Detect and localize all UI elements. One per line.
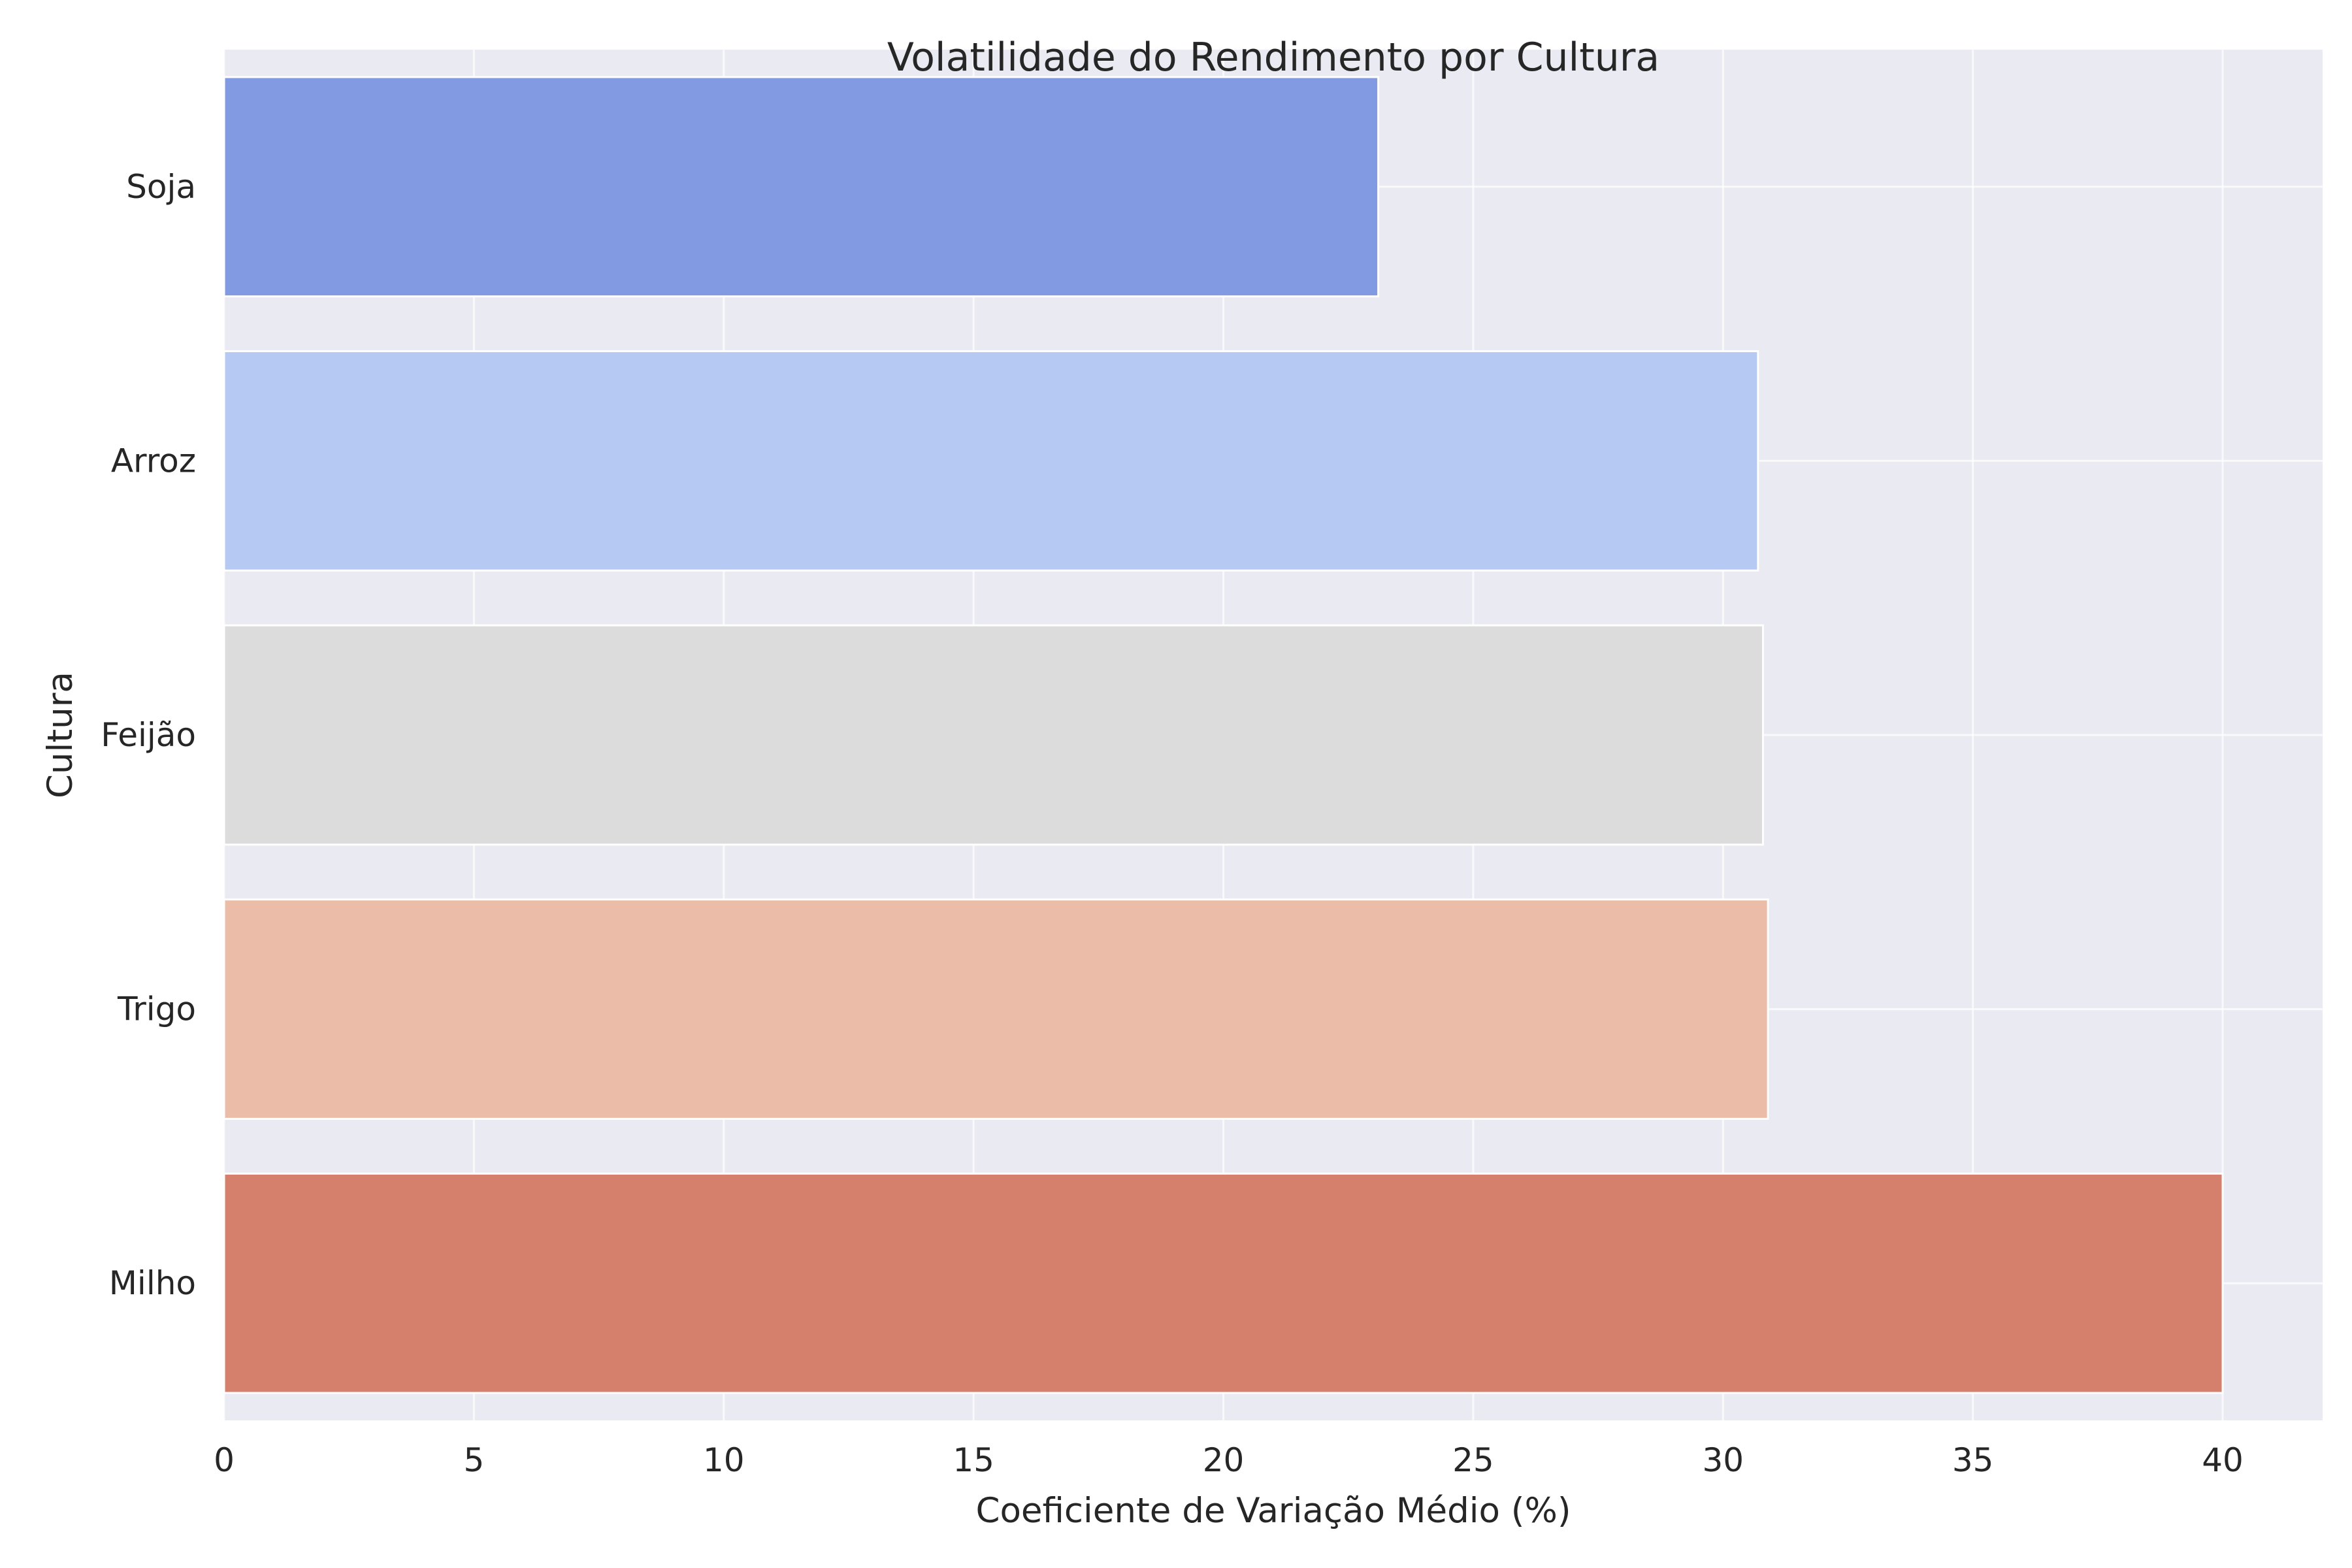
x-tick-labels: 0 5 10 15 20 25 30 35 40 <box>214 1441 2244 1479</box>
bar-milho <box>223 1172 2224 1394</box>
bar-feijao <box>223 624 1764 846</box>
y-tick-labels: Soja Arroz Feijão Trigo Milho <box>101 168 196 1302</box>
y-tick-label: Milho <box>109 1264 196 1302</box>
x-tick-label: 30 <box>1702 1441 1744 1479</box>
y-tick-label: Arroz <box>111 442 196 480</box>
x-tick-label: 15 <box>953 1441 994 1479</box>
bar-soja <box>223 76 1380 298</box>
y-tick-label: Soja <box>126 168 196 206</box>
x-tick-label: 5 <box>463 1441 484 1479</box>
x-tick-label: 40 <box>2202 1441 2244 1479</box>
x-tick-label: 10 <box>703 1441 745 1479</box>
x-tick-label: 25 <box>1452 1441 1494 1479</box>
y-axis-label: Cultura <box>41 672 80 798</box>
x-tick-label: 20 <box>1203 1441 1245 1479</box>
x-axis-label: Coeficiente de Variação Médio (%) <box>975 1491 1571 1531</box>
bars-group <box>223 76 2224 1394</box>
x-tick-label: 35 <box>1952 1441 1994 1479</box>
bar-trigo <box>223 898 1769 1120</box>
chart-title: Volatilidade do Rendimento por Cultura <box>887 35 1659 80</box>
y-tick-label: Trigo <box>117 990 196 1028</box>
bar-arroz <box>223 350 1759 572</box>
y-tick-label: Feijão <box>101 716 196 754</box>
x-tick-label: 0 <box>214 1441 235 1479</box>
